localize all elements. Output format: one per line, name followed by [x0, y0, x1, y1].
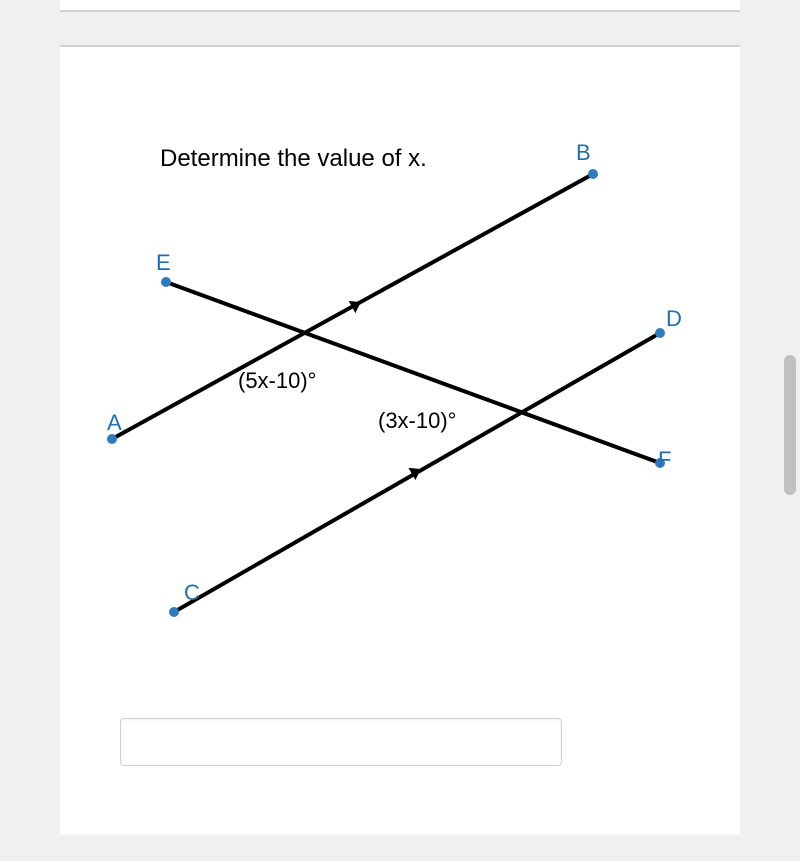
answer-input[interactable] — [120, 718, 562, 766]
point-label-b: B — [576, 140, 591, 166]
angle-label-1: (5x-10)° — [238, 368, 316, 394]
scrollbar-thumb[interactable] — [784, 355, 796, 495]
point-label-c: C — [184, 580, 200, 606]
point-label-f: F — [658, 447, 671, 473]
point-label-a: A — [107, 410, 122, 436]
angle-label-2: (3x-10)° — [378, 408, 456, 434]
point-label-e: E — [156, 250, 171, 276]
point-label-d: D — [666, 306, 682, 332]
